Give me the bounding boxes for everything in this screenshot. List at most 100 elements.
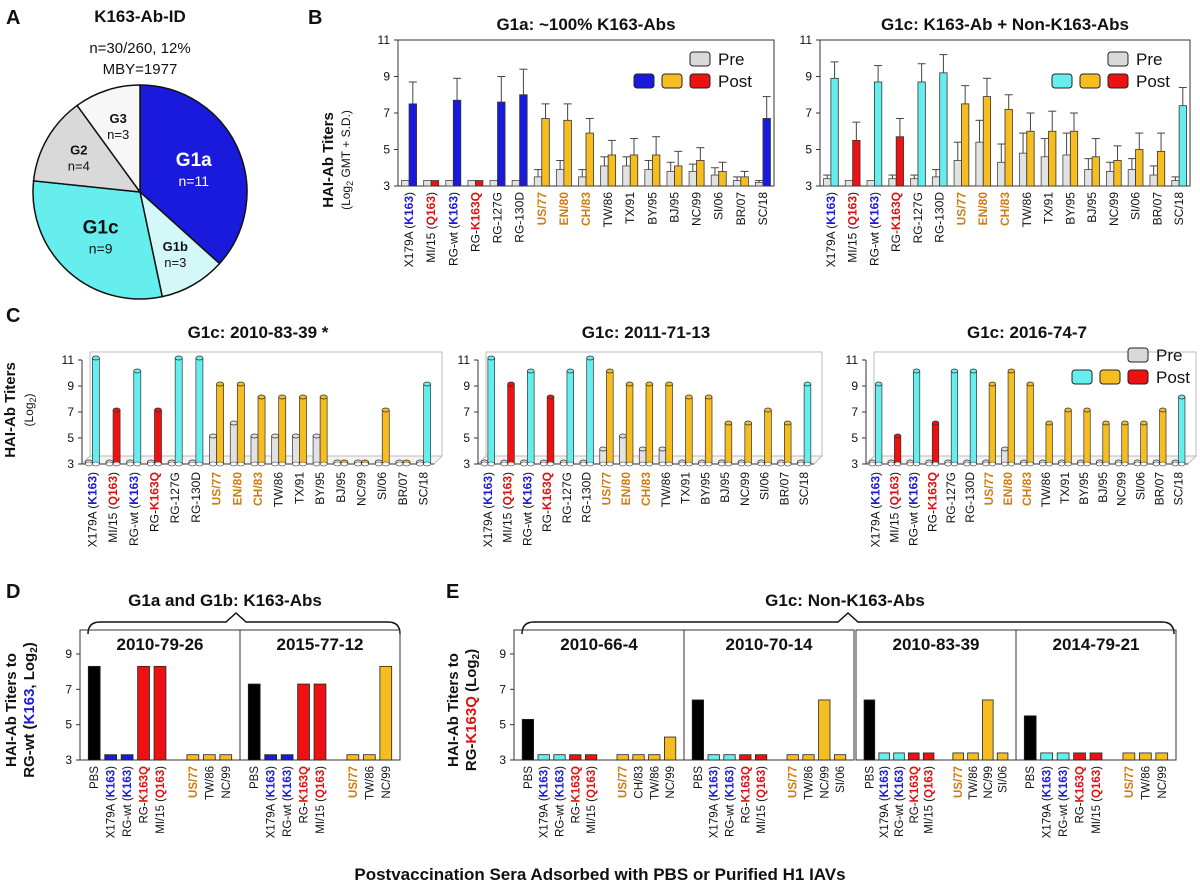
x-tick-label: RG-K163Q [147, 472, 161, 532]
bar-post [852, 139, 861, 187]
bar [186, 754, 200, 761]
bar-pre [271, 433, 280, 467]
x-tick-label: NC/99 [738, 472, 752, 506]
legend-pre-label: Pre [718, 50, 744, 69]
bar-post [1178, 105, 1187, 187]
legend: Pre Post [633, 50, 752, 91]
bar-post [1069, 130, 1079, 187]
x-tick-label: TW/86 [204, 766, 216, 800]
bar-pre [423, 180, 432, 187]
bar [922, 752, 935, 761]
x-tick-label: NC/99 [1107, 192, 1121, 226]
bar-pre [619, 433, 627, 467]
chart-title: 2010-83-39 [893, 635, 980, 654]
x-tick-label: MI/15 (Q163) [846, 192, 860, 263]
bar [120, 754, 134, 761]
y-tick-label: 11 [846, 353, 859, 367]
x-tick-label: TX/91 [679, 472, 693, 504]
bar-post [1140, 420, 1148, 467]
bar-pre [167, 459, 176, 467]
bar-pre [1084, 169, 1093, 187]
x-tick-label: NC/99 [983, 766, 995, 799]
bar-post [1026, 130, 1035, 187]
bar [648, 754, 661, 761]
y-tick-label: 7 [851, 405, 858, 419]
legend-post-swatch [1071, 369, 1093, 385]
x-tick-label: US/77 [535, 192, 549, 226]
bar [1073, 752, 1086, 761]
x-tick-label: RG-K163Q [540, 472, 554, 532]
y-tick-label: 9 [463, 379, 470, 393]
bar [834, 754, 847, 761]
x-tick-label: BR/07 [396, 472, 410, 506]
panel-e-y-label-1: HAI-Ab Titers to [445, 653, 462, 767]
x-tick-label: EN/80 [557, 192, 571, 226]
pie-slice-g3 [76, 84, 141, 195]
bar-pre [688, 170, 697, 187]
x-tick-label: BY/95 [1077, 472, 1091, 505]
x-tick-label: US/77 [954, 192, 968, 226]
bar [786, 754, 799, 761]
chart-title: G1c: 2010-83-39 * [188, 323, 329, 342]
x-tick-label: TW/86 [1140, 766, 1152, 800]
y-tick-label: 7 [499, 682, 506, 696]
bar-post [830, 77, 839, 187]
x-tick-label: RG-wt (K163) [446, 192, 460, 266]
x-tick-label: TW/86 [804, 766, 816, 800]
x-tick-label: US/77 [348, 766, 360, 798]
x-tick-label: RG-wt (K163) [725, 766, 737, 837]
bar-pre [374, 459, 383, 467]
x-tick-label: PBS [1025, 766, 1037, 789]
x-tick-label: PBS [249, 766, 261, 789]
y-tick-label: 11 [800, 33, 813, 47]
bar-pre [1171, 180, 1180, 187]
bar-pre [666, 170, 675, 187]
y-tick-label: 5 [805, 143, 812, 157]
x-tick-label: US/77 [210, 472, 224, 506]
bar [863, 699, 876, 761]
bar [632, 754, 645, 761]
bar-pre [732, 180, 742, 187]
x-tick-label: EN/80 [976, 192, 990, 226]
bar-post [527, 368, 535, 467]
x-tick-label: TX/91 [1042, 192, 1056, 224]
x-tick-label: MI/15 (Q163) [924, 766, 936, 834]
x-tick-label: X179A (K163) [402, 192, 416, 267]
bar [379, 665, 393, 761]
legend-post-swatch [1051, 73, 1073, 89]
bar-post [645, 381, 654, 467]
bar-pre [480, 459, 489, 467]
x-tick-label: MI/15 (Q163) [155, 766, 167, 834]
bar-pre [963, 459, 971, 467]
bar-post [651, 154, 661, 187]
bar-pre [906, 459, 914, 467]
x-tick-label: RG-wt (K163) [122, 766, 134, 837]
bar-post [917, 81, 926, 187]
legend-pre-swatch [689, 51, 711, 67]
bar-pre [84, 459, 93, 467]
y-tick-label: 9 [383, 70, 390, 84]
bar-pre [982, 459, 990, 467]
pie-slice-label: G3 [110, 111, 127, 126]
bar-pre [868, 459, 876, 467]
x-tick-label: BY/95 [645, 192, 659, 225]
bar-post [1113, 160, 1122, 187]
x-tick-label: TX/91 [1058, 472, 1072, 504]
x-tick-label: SI/06 [998, 766, 1010, 793]
bar [802, 754, 815, 761]
legend-post-label: Post [718, 72, 752, 91]
x-tick-label: X179A (K163) [824, 192, 838, 267]
bar-pre [229, 420, 238, 467]
y-tick-label: 3 [67, 457, 74, 471]
x-tick-label: RG-130D [963, 472, 977, 523]
bar-post [961, 103, 970, 187]
bar-pre [698, 459, 706, 467]
x-tick-label: RG-K163Q [740, 766, 752, 824]
bar-pre [1152, 459, 1160, 467]
bar-post [607, 154, 617, 187]
x-tick-label: NC/99 [355, 472, 369, 506]
legend-post-label: Post [1156, 368, 1190, 387]
x-tick-label: RG-127G [944, 472, 958, 523]
